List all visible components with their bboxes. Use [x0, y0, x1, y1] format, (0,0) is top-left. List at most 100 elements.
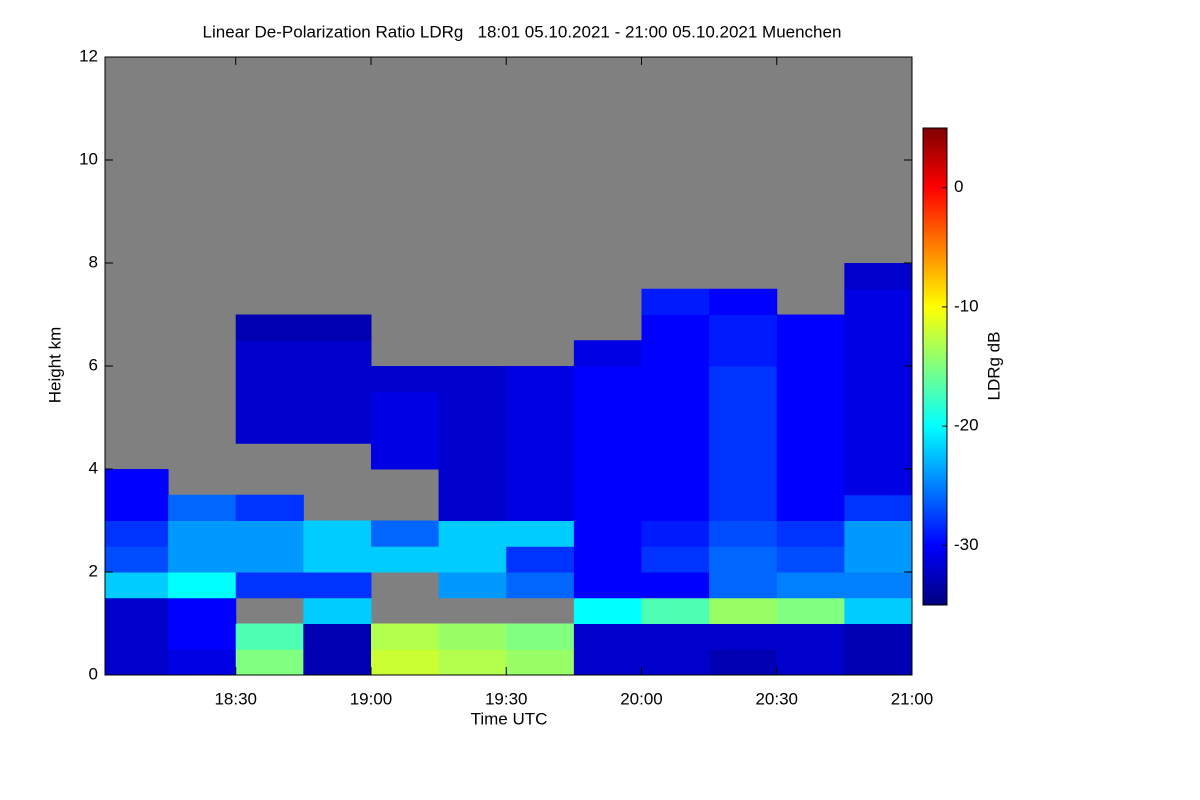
- heatmap-cell: [709, 494, 778, 521]
- heatmap-cell: [235, 494, 304, 521]
- heatmap-cell: [776, 572, 845, 599]
- heatmap-cell: [776, 314, 845, 341]
- heatmap-cell: [303, 623, 372, 650]
- heatmap-cell: [641, 314, 710, 341]
- heatmap-cell: [438, 469, 507, 496]
- heatmap-cell: [105, 572, 169, 599]
- heatmap-cell: [105, 494, 169, 521]
- heatmap-cell: [573, 469, 642, 496]
- heatmap-cell: [641, 391, 710, 418]
- heatmap-cell: [709, 314, 778, 341]
- heatmap-cell: [573, 391, 642, 418]
- heatmap-cell: [709, 520, 778, 547]
- heatmap-cell: [709, 366, 778, 393]
- heatmap-cell: [641, 572, 710, 599]
- heatmap-cell: [709, 417, 778, 444]
- heatmap-cell: [641, 366, 710, 393]
- heatmap-cell: [370, 443, 440, 470]
- heatmap-cell: [641, 623, 710, 650]
- heatmap-cell: [573, 366, 642, 393]
- heatmap-cell: [641, 546, 710, 573]
- heatmap-cell: [105, 623, 169, 650]
- heatmap: [105, 57, 912, 675]
- heatmap-cell: [776, 366, 845, 393]
- heatmap-cell: [438, 494, 507, 521]
- heatmap-cell: [573, 546, 642, 573]
- heatmap-cell: [235, 340, 304, 367]
- x-axis-label: Time UTC: [471, 709, 548, 728]
- heatmap-cell: [438, 649, 507, 675]
- heatmap-cell: [235, 391, 304, 418]
- heatmap-cell: [573, 623, 642, 650]
- heatmap-cell: [438, 417, 507, 444]
- colorbar: [922, 127, 948, 606]
- heatmap-cell: [844, 391, 912, 418]
- heatmap-cell: [370, 520, 440, 547]
- heatmap-cell: [303, 314, 372, 341]
- heatmap-cell: [573, 443, 642, 470]
- heatmap-cell: [303, 391, 372, 418]
- heatmap-cell: [641, 597, 710, 624]
- heatmap-cell: [235, 572, 304, 599]
- x-tick-label: 20:30: [755, 689, 798, 708]
- heatmap-cell: [370, 546, 440, 573]
- x-tick-label: 19:30: [485, 689, 528, 708]
- y-tick-label: 2: [89, 561, 98, 580]
- heatmap-cell: [370, 366, 440, 393]
- colorbar-tick-label: 0: [954, 177, 963, 196]
- heatmap-cell: [303, 597, 372, 624]
- heatmap-cell: [235, 366, 304, 393]
- heatmap-cell: [573, 340, 642, 367]
- heatmap-cell: [506, 366, 575, 393]
- heatmap-cell: [844, 288, 912, 315]
- heatmap-cell: [506, 417, 575, 444]
- heatmap-cell: [776, 443, 845, 470]
- heatmap-cell: [105, 546, 169, 573]
- heatmap-cell: [709, 469, 778, 496]
- heatmap-cell: [573, 520, 642, 547]
- heatmap-cell: [776, 340, 845, 367]
- heatmap-cell: [641, 520, 710, 547]
- y-tick-label: 8: [89, 252, 98, 271]
- heatmap-cell: [105, 520, 169, 547]
- heatmap-cell: [573, 417, 642, 444]
- heatmap-cell: [168, 494, 237, 521]
- heatmap-cell: [776, 546, 845, 573]
- heatmap-cell: [506, 443, 575, 470]
- chart-title: Linear De-Polarization Ratio LDRg 18:01 …: [203, 22, 842, 41]
- heatmap-cell: [776, 391, 845, 418]
- heatmap-cell: [844, 572, 912, 599]
- heatmap-cell: [709, 597, 778, 624]
- heatmap-cell: [303, 520, 372, 547]
- heatmap-cell: [776, 417, 845, 444]
- heatmap-cell: [506, 546, 575, 573]
- heatmap-cell: [168, 623, 237, 650]
- x-tick-label: 20:00: [620, 689, 663, 708]
- y-tick-label: 0: [89, 664, 98, 683]
- heatmap-cell: [709, 546, 778, 573]
- y-tick-label: 12: [79, 46, 98, 65]
- heatmap-cell: [303, 649, 372, 675]
- heatmap-cell: [370, 649, 440, 675]
- heatmap-cell: [844, 546, 912, 573]
- heatmap-cell: [844, 314, 912, 341]
- heatmap-cell: [709, 340, 778, 367]
- heatmap-cell: [844, 494, 912, 521]
- colorbar-tick-label: -10: [954, 296, 979, 315]
- heatmap-cell: [573, 597, 642, 624]
- heatmap-cell: [168, 597, 237, 624]
- heatmap-cell: [844, 443, 912, 470]
- heatmap-cell: [844, 623, 912, 650]
- heatmap-cell: [709, 391, 778, 418]
- heatmap-cell: [370, 417, 440, 444]
- x-tick-label: 19:00: [350, 689, 393, 708]
- heatmap-cell: [370, 623, 440, 650]
- heatmap-cell: [844, 520, 912, 547]
- y-tick-label: 4: [89, 458, 98, 477]
- heatmap-cell: [506, 391, 575, 418]
- heatmap-cell: [506, 623, 575, 650]
- heatmap-cell: [438, 546, 507, 573]
- x-tick-label: 21:00: [891, 689, 934, 708]
- heatmap-cell: [506, 469, 575, 496]
